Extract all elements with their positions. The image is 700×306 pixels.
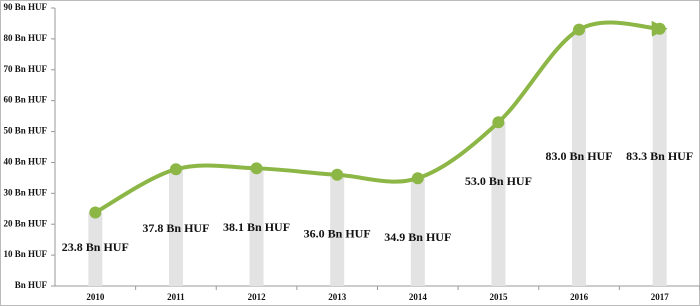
data-label: 83.3 Bn HUF (626, 149, 693, 163)
y-tick-label: 50 Bn HUF (3, 126, 47, 136)
y-tick-label: 30 Bn HUF (3, 187, 47, 197)
x-tick-label: 2016 (570, 292, 589, 302)
drop-column (168, 169, 183, 286)
y-tick-label: Bn HUF (15, 280, 48, 290)
drop-column (491, 122, 506, 287)
point (653, 22, 666, 35)
x-tick-label: 2014 (409, 292, 428, 302)
point (492, 116, 505, 129)
drop-column (572, 29, 587, 286)
y-tick-label: 70 Bn HUF (3, 64, 47, 74)
point (89, 206, 102, 219)
data-label: 23.8 Bn HUF (62, 240, 129, 254)
point (250, 162, 263, 175)
x-tick-label: 2010 (86, 292, 105, 302)
x-tick-label: 2017 (651, 292, 670, 302)
data-label: 34.9 Bn HUF (384, 230, 451, 244)
drop-column (249, 168, 264, 286)
data-label: 37.8 Bn HUF (142, 221, 209, 235)
drop-column (410, 178, 425, 286)
point (573, 23, 586, 36)
drop-column (88, 212, 103, 286)
data-label: 53.0 Bn HUF (465, 174, 532, 188)
y-tick-label: 80 Bn HUF (3, 33, 47, 43)
y-tick-label: 90 Bn HUF (3, 2, 47, 12)
data-label: 36.0 Bn HUF (304, 227, 371, 241)
y-tick-label: 40 Bn HUF (3, 157, 47, 167)
x-tick-label: 2011 (167, 292, 185, 302)
data-label: 38.1 Bn HUF (223, 220, 290, 234)
line (94, 20, 668, 215)
y-tick-label: 10 Bn HUF (3, 249, 47, 259)
y-tick-label: 20 Bn HUF (3, 218, 47, 228)
data-label: 83.0 Bn HUF (546, 149, 613, 163)
drop-column (652, 28, 667, 286)
x-tick-label: 2015 (489, 292, 508, 302)
x-tick-label: 2013 (328, 292, 347, 302)
point (331, 168, 344, 181)
y-tick-label: 60 Bn HUF (3, 95, 47, 105)
point (411, 172, 424, 185)
drop-column (330, 174, 345, 286)
x-tick-label: 2012 (248, 292, 267, 302)
point (169, 163, 182, 176)
